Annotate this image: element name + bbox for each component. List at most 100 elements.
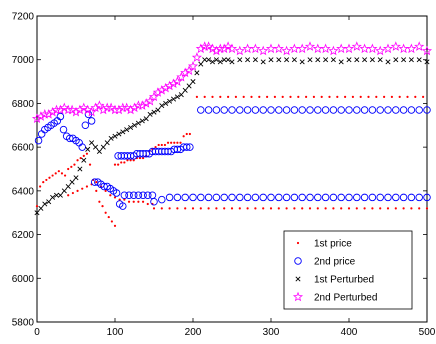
2nd-price-point bbox=[251, 193, 260, 202]
1st-perturbed-point bbox=[276, 57, 282, 63]
2nd-price-point bbox=[392, 193, 400, 202]
x-tick-label: 300 bbox=[263, 327, 280, 338]
x-tick-label: 100 bbox=[107, 327, 124, 338]
1st-price-point bbox=[42, 181, 45, 184]
1st-perturbed-point bbox=[170, 96, 177, 102]
2nd-price-point bbox=[399, 106, 408, 114]
2nd-price-point bbox=[56, 112, 65, 121]
1st-price-point bbox=[117, 163, 120, 166]
y-tick-label: 6800 bbox=[12, 99, 35, 110]
2nd-price-point bbox=[282, 193, 291, 202]
1st-price-point bbox=[88, 163, 92, 166]
1st-perturbed-point bbox=[268, 57, 274, 63]
legend-marker-1st-price bbox=[296, 241, 300, 245]
1st-perturbed-point bbox=[186, 83, 192, 89]
2nd-perturbed-point bbox=[152, 87, 163, 97]
1st-price-point bbox=[340, 207, 343, 210]
1st-price-point bbox=[277, 207, 280, 210]
1st-price-point bbox=[301, 207, 304, 210]
1st-price-point bbox=[120, 161, 123, 164]
2nd-perturbed-point bbox=[121, 102, 132, 113]
2nd-price-point bbox=[290, 106, 299, 114]
1st-price-point bbox=[63, 174, 67, 177]
1st-price-point bbox=[45, 178, 48, 182]
1st-price-point bbox=[126, 159, 129, 162]
2nd-perturbed-point bbox=[359, 43, 370, 54]
1st-price-point bbox=[179, 141, 182, 144]
1st-perturbed-point bbox=[139, 118, 145, 124]
2nd-price-point bbox=[228, 193, 236, 202]
2nd-price-point bbox=[267, 193, 275, 202]
1st-perturbed-point bbox=[46, 199, 52, 205]
2nd-price-point bbox=[384, 193, 392, 202]
2nd-perturbed-point bbox=[406, 43, 417, 54]
1st-perturbed-point bbox=[124, 127, 130, 133]
1st-price-point bbox=[176, 207, 179, 210]
1st-price-point bbox=[104, 211, 107, 214]
1st-price-point bbox=[285, 207, 288, 210]
1st-perturbed-point bbox=[408, 57, 414, 63]
2nd-perturbed-point bbox=[304, 41, 316, 51]
1st-price-point bbox=[85, 185, 89, 188]
1st-perturbed-point bbox=[323, 57, 329, 63]
1st-perturbed-point bbox=[346, 57, 352, 63]
2nd-perturbed-point bbox=[129, 102, 140, 113]
2nd-perturbed-point bbox=[137, 100, 148, 110]
2nd-price-point bbox=[236, 106, 244, 114]
1st-price-point bbox=[54, 172, 57, 175]
2nd-price-point bbox=[353, 193, 361, 202]
1st-perturbed-point bbox=[315, 57, 321, 63]
2nd-perturbed-point bbox=[195, 43, 206, 54]
1st-price-point bbox=[422, 95, 425, 98]
1st-price-point bbox=[246, 207, 249, 210]
1st-perturbed-point bbox=[163, 100, 169, 106]
2nd-price-point bbox=[423, 106, 431, 114]
2nd-perturbed-point bbox=[67, 104, 78, 115]
legend-marker-2nd-price bbox=[294, 257, 302, 265]
1st-price-point bbox=[185, 132, 188, 136]
legend-label-1st-price: 1st price bbox=[314, 239, 352, 250]
2nd-price-point bbox=[144, 191, 152, 199]
2nd-perturbed-point bbox=[207, 43, 218, 54]
1st-perturbed-point bbox=[202, 57, 208, 63]
2nd-price-point bbox=[119, 202, 127, 210]
2nd-perturbed-point bbox=[168, 78, 179, 89]
1st-price-point bbox=[230, 207, 234, 210]
2nd-price-point bbox=[112, 189, 121, 197]
1st-perturbed-point bbox=[393, 57, 399, 63]
1st-price-point bbox=[324, 207, 327, 210]
2nd-perturbed-point bbox=[328, 45, 339, 56]
2nd-price-point bbox=[282, 106, 291, 114]
1st-perturbed-point bbox=[50, 194, 56, 200]
1st-price-point bbox=[173, 141, 176, 144]
x-tick-label: 400 bbox=[341, 327, 358, 338]
2nd-price-point bbox=[275, 106, 283, 114]
1st-price-point bbox=[351, 95, 354, 98]
2nd-price-point bbox=[120, 191, 129, 199]
legend: 1st price 2nd price 1st Perturbed 2nd Pertu… bbox=[283, 230, 413, 310]
1st-price-point bbox=[73, 163, 76, 166]
1st-perturbed-point bbox=[135, 120, 141, 126]
1st-price-point bbox=[386, 207, 390, 210]
2nd-price-point bbox=[298, 106, 306, 114]
1st-perturbed-point bbox=[116, 131, 122, 137]
1st-price-point bbox=[141, 200, 145, 203]
2nd-price-point bbox=[212, 106, 221, 114]
1st-perturbed-point bbox=[178, 92, 184, 98]
1st-price-point bbox=[104, 189, 107, 192]
1st-price-point bbox=[141, 156, 145, 160]
2nd-perturbed-point bbox=[172, 76, 183, 86]
1st-price-point bbox=[355, 207, 358, 210]
1st-price-point bbox=[332, 207, 335, 210]
x-tick-label: 200 bbox=[185, 327, 202, 338]
1st-perturbed-point bbox=[213, 57, 219, 63]
2nd-perturbed-point bbox=[180, 67, 191, 78]
1st-perturbed-point bbox=[385, 59, 391, 65]
1st-perturbed-point bbox=[206, 57, 212, 63]
1st-price-point bbox=[170, 141, 173, 144]
2nd-perturbed-point bbox=[273, 43, 284, 54]
1st-price-point bbox=[79, 156, 82, 160]
1st-price-point bbox=[95, 189, 98, 192]
1st-perturbed-point bbox=[284, 57, 290, 63]
